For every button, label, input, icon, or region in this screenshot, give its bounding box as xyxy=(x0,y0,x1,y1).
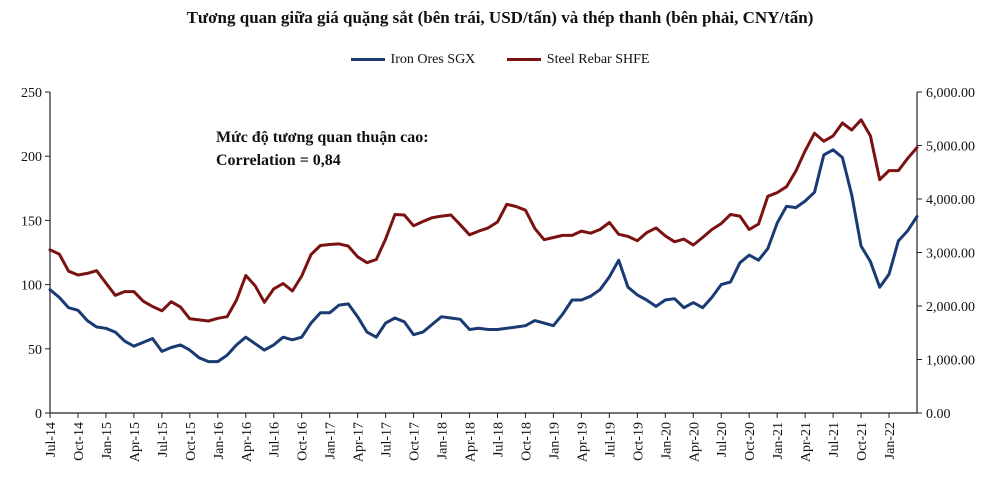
y-left-tick-label: 50 xyxy=(28,343,42,358)
x-tick-label: Oct-18 xyxy=(519,422,534,461)
x-tick-label: Apr-20 xyxy=(687,422,702,462)
x-tick-label: Jan-16 xyxy=(212,422,227,459)
x-tick-label: Jul-14 xyxy=(44,422,59,457)
x-tick-label: Apr-15 xyxy=(128,422,143,462)
legend-swatch-iron-ore xyxy=(350,58,385,61)
x-tick-label: Jul-18 xyxy=(491,422,506,457)
y-right-tick-label: 2,000.00 xyxy=(926,300,975,315)
y-left-tick-label: 150 xyxy=(21,214,42,229)
x-tick-label: Oct-19 xyxy=(631,422,646,461)
x-tick-label: Oct-16 xyxy=(296,422,311,461)
x-tick-label: Oct-15 xyxy=(184,422,199,461)
x-tick-label: Jul-17 xyxy=(380,422,395,457)
x-tick-label: Jul-21 xyxy=(827,422,842,457)
x-tick-label: Oct-17 xyxy=(408,422,423,461)
x-tick-label: Apr-19 xyxy=(575,422,590,462)
annotation-line-1: Mức độ tương quan thuận cao: xyxy=(216,129,429,146)
x-tick-label: Jan-19 xyxy=(547,422,562,459)
x-tick-label: Jan-17 xyxy=(324,422,339,459)
y-right-tick-label: 1,000.00 xyxy=(926,354,975,369)
y-left-tick-label: 100 xyxy=(21,279,42,294)
chart-legend: Iron Ores SGX Steel Rebar SHFE xyxy=(0,50,1000,68)
annotation-line-2: Correlation = 0,84 xyxy=(216,152,341,169)
x-tick-label: Oct-21 xyxy=(855,422,870,461)
x-tick-label: Apr-16 xyxy=(240,422,255,462)
legend-item-steel-rebar: Steel Rebar SHFE xyxy=(506,51,650,68)
y-left-tick-label: 200 xyxy=(21,150,42,165)
x-tick-label: Oct-20 xyxy=(743,422,758,461)
y-left-tick-label: 250 xyxy=(21,86,42,101)
x-tick-label: Jan-15 xyxy=(100,422,115,459)
x-tick-label: Apr-17 xyxy=(352,422,367,462)
x-tick-label: Jul-16 xyxy=(268,422,283,457)
legend-item-iron-ore: Iron Ores SGX xyxy=(350,51,476,68)
chart-axes: 0 50 100 150 200 250 0.00 1,000.00 2,000.00 3,000… xyxy=(21,86,975,462)
x-tick-label: Apr-21 xyxy=(799,422,814,462)
y-left-tick-label: 0 xyxy=(35,407,42,422)
legend-swatch-steel-rebar xyxy=(506,58,541,61)
chart-title: Tương quan giữa giá quặng sắt (bên trái,… xyxy=(186,8,814,27)
x-tick-label: Apr-18 xyxy=(464,422,479,462)
y-right-tick-label: 6,000.00 xyxy=(926,86,975,101)
series-line-steel-rebar xyxy=(48,118,919,323)
y-right-tick-label: 0.00 xyxy=(926,407,951,422)
x-tick-label: Jan-21 xyxy=(771,422,786,459)
x-tick-label: Oct-14 xyxy=(72,422,87,461)
x-tick-label: Jul-19 xyxy=(603,422,618,457)
series-line-iron-ore xyxy=(48,148,919,364)
x-tick-label: Jan-22 xyxy=(883,422,898,459)
legend-label-iron-ore: Iron Ores SGX xyxy=(390,51,476,67)
legend-label-steel-rebar: Steel Rebar SHFE xyxy=(546,51,650,67)
y-right-tick-label: 5,000.00 xyxy=(926,140,975,155)
x-tick-label: Jul-20 xyxy=(715,422,730,457)
y-right-tick-label: 3,000.00 xyxy=(926,247,975,262)
chart-lines xyxy=(48,118,919,364)
y-right-tick-label: 4,000.00 xyxy=(926,193,975,208)
x-tick-label: Jan-18 xyxy=(436,422,451,459)
x-tick-label: Jul-15 xyxy=(156,422,171,457)
x-tick-label: Jan-20 xyxy=(659,422,674,459)
